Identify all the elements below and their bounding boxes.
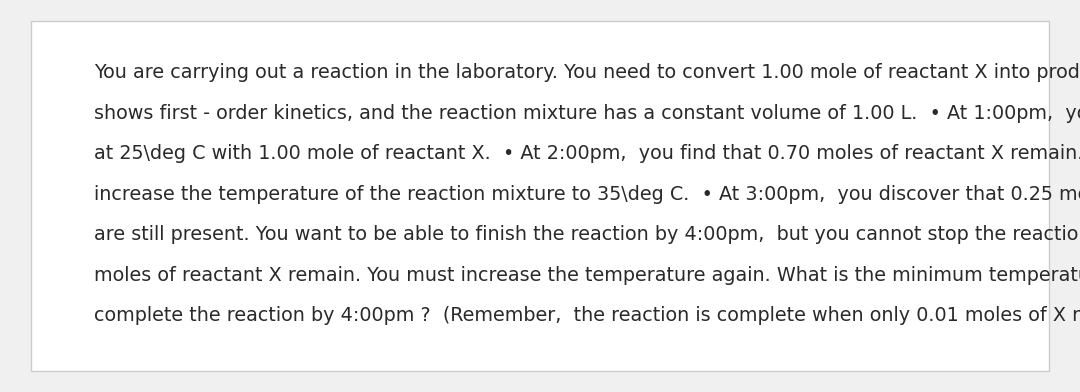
- Text: You are carrying out a reaction in the laboratory. You need to convert 1.00 mole: You are carrying out a reaction in the l…: [94, 64, 1080, 82]
- Text: complete the reaction by 4:00pm ?  (Remember,  the reaction is complete when onl: complete the reaction by 4:00pm ? (Remem…: [94, 306, 1080, 325]
- Text: moles of reactant X remain. You must increase the temperature again. What is the: moles of reactant X remain. You must inc…: [94, 265, 1080, 285]
- Text: are still present. You want to be able to finish the reaction by 4:00pm,  but yo: are still present. You want to be able t…: [94, 225, 1080, 244]
- Text: at 25\deg C with 1.00 mole of reactant X.  • At 2:00pm,  you find that 0.70 mole: at 25\deg C with 1.00 mole of reactant X…: [94, 144, 1080, 163]
- Text: shows first - order kinetics, and the reaction mixture has a constant volume of : shows first - order kinetics, and the re…: [94, 104, 1080, 123]
- FancyBboxPatch shape: [31, 21, 1049, 371]
- Text: increase the temperature of the reaction mixture to 35\deg C.  • At 3:00pm,  you: increase the temperature of the reaction…: [94, 185, 1080, 204]
